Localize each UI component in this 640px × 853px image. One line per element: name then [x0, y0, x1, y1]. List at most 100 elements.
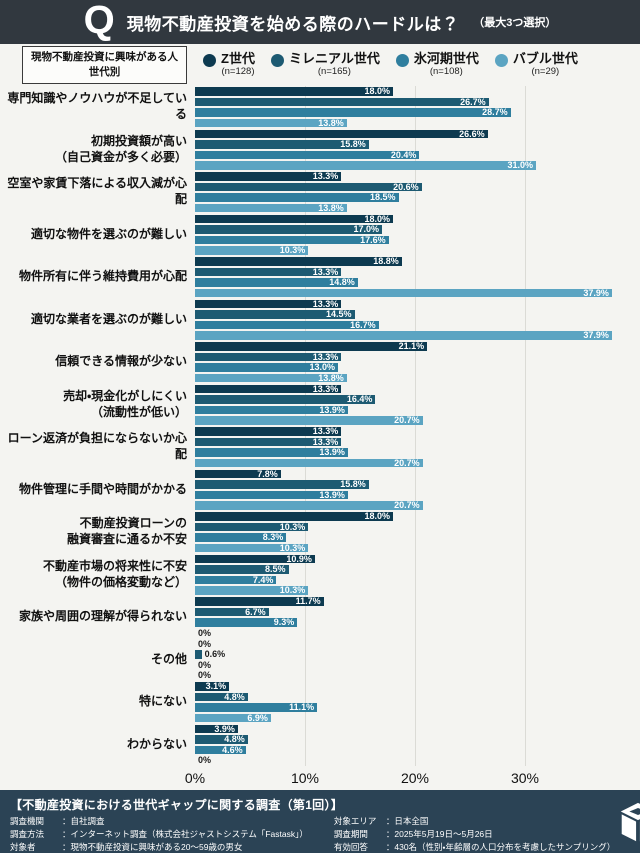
- bar-line: 13.0%: [195, 362, 640, 373]
- category-row: その他 0% 0.6% 0% 0%: [0, 639, 640, 681]
- bar-value-label: 13.3%: [312, 351, 339, 362]
- legend-texts: バブル世代 (n=29): [513, 51, 578, 78]
- bar-バブル世代: [195, 288, 612, 297]
- bar-line: 11.7%: [195, 596, 640, 607]
- page-subtitle: （最大3つ選択）: [473, 17, 557, 29]
- category-label: 信頼できる情報が少ない: [55, 354, 187, 369]
- bar-氷河期世代: [195, 405, 348, 414]
- bar-value-label: 3.9%: [214, 723, 235, 734]
- chart-rows: 専門知識やノウハウが不足している 18.0% 26.7% 28.7% 13.8% 初期投資…: [0, 86, 640, 766]
- footer-meta-item: 調査期間 ： 2025年5月19日～5月26日: [334, 829, 615, 840]
- bar-氷河期世代: [195, 363, 338, 372]
- bar-ミレニアル世代: [195, 352, 342, 361]
- bar-value-label: 10.3%: [279, 521, 306, 532]
- bar-line: 14.5%: [195, 309, 640, 320]
- category-bars: 7.8% 15.8% 13.9% 20.7%: [195, 469, 640, 511]
- bar-line: 6.9%: [195, 713, 640, 724]
- footer-meta-item: 有効回答 ： 430名（性別・年齢層の人口分布を考慮したサンプリング）: [334, 842, 615, 853]
- category-bars: 10.9% 8.5% 7.4% 10.3%: [195, 554, 640, 596]
- category-label: 不動産市場の将来性に不安 （物件の価格変動など）: [42, 558, 187, 589]
- bar-氷河期世代: [195, 278, 358, 287]
- bar-value-label: 11.7%: [295, 596, 321, 606]
- bar-line: 26.7%: [195, 97, 640, 108]
- bar-value-label: 4.8%: [224, 734, 245, 744]
- category-bars: 0% 0.6% 0% 0%: [195, 639, 640, 681]
- bar-line: 20.7%: [195, 415, 640, 426]
- bar-value-label: 13.9%: [319, 447, 345, 457]
- meta-label: 有効回答: [333, 841, 368, 852]
- gridline-30: [525, 86, 526, 766]
- bar-line: 10.3%: [195, 543, 640, 554]
- bar-value-label: 8.5%: [264, 564, 286, 574]
- meta-value: インターネット調査（株式会社ジャストシステム「Fastask」）: [70, 828, 308, 839]
- bar-ミレニアル世代: [195, 565, 289, 574]
- category-bars: 26.6% 15.8% 20.4% 31.0%: [195, 129, 640, 171]
- bar-line: 13.8%: [195, 203, 640, 214]
- bar-バブル世代: [195, 373, 347, 382]
- category-row: 適切な物件を選ぶのが難しい 18.0% 17.0% 17.6% 10.3%: [0, 214, 640, 256]
- bar-value-label: 26.6%: [459, 128, 485, 139]
- propally-logo: 不動産投資なら Propally: [615, 796, 640, 849]
- bar-line: 13.3%: [195, 426, 640, 437]
- survey-target-note: 現物不動産投資に興味がある人 世代別: [22, 46, 187, 84]
- bar-line: 3.9%: [195, 724, 640, 735]
- bar-line: 21.1%: [195, 341, 640, 352]
- bar-氷河期世代: [195, 448, 348, 457]
- bar-ミレニアル世代: [195, 310, 355, 319]
- legend-sample-size: (n=128): [221, 66, 255, 78]
- meta-label: 調査方法: [10, 828, 45, 839]
- bar-value-label: 13.3%: [312, 266, 339, 277]
- bar-line: 16.4%: [195, 394, 640, 405]
- bar-value-label: 0.6%: [204, 649, 226, 659]
- note-line-2: 世代別: [88, 66, 121, 78]
- bar-ミレニアル世代: [195, 437, 342, 446]
- bar-value-label: 18.0%: [364, 213, 390, 224]
- bar-ミレニアル世代: [195, 140, 369, 149]
- bar-line: 13.8%: [195, 118, 640, 129]
- bar-line: 9.3%: [195, 617, 640, 628]
- bar-氷河期世代: [195, 320, 379, 329]
- bar-value-label: 4.6%: [222, 744, 243, 755]
- bar-value-label: 18.8%: [373, 256, 399, 266]
- bar-line: 15.8%: [195, 139, 640, 150]
- bar-line: 13.3%: [195, 171, 640, 182]
- category-label: 適切な業者を選ぶのが難しい: [30, 311, 187, 326]
- bar-ミレニアル世代: [195, 692, 248, 701]
- bar-line: 0%: [195, 628, 640, 639]
- bar-line: 18.5%: [195, 192, 640, 203]
- bar-line: 4.8%: [195, 734, 640, 745]
- category-label: 空室や家賃下落による収入減が心配: [7, 176, 187, 206]
- bar-value-label: 15.8%: [340, 139, 366, 149]
- category-row: 空室や家賃下落による収入減が心配 13.3% 20.6% 18.5% 13.8%: [0, 171, 640, 213]
- x-tick-30%: 30%: [510, 770, 540, 786]
- chart-legend: Z世代 (n=128) ミレニアル世代 (n=165) 氷河期世代 (n=108) バブル世…: [203, 51, 578, 78]
- bar-chart: 専門知識やノウハウが不足している 18.0% 26.7% 28.7% 13.8% 初期投資…: [0, 86, 640, 790]
- bar-value-label: 6.9%: [247, 712, 268, 723]
- legend-sample-size: (n=29): [531, 66, 560, 78]
- bar-バブル世代: [195, 161, 536, 170]
- category-row: 物件所有に伴う維持費用が心配 18.8% 13.3% 14.8% 37.9%: [0, 256, 640, 298]
- bar-value-label: 0%: [198, 638, 212, 649]
- bar-Z世代: [195, 172, 342, 181]
- bar-ミレニアル世代: [195, 182, 422, 191]
- legend-series-name: 氷河期世代: [413, 51, 479, 67]
- bar-value-label: 3.1%: [205, 681, 227, 691]
- bar-value-label: 13.9%: [319, 489, 345, 500]
- bar-value-label: 37.9%: [583, 287, 609, 298]
- bar-value-label: 9.3%: [273, 617, 295, 627]
- bar-line: 18.8%: [195, 256, 640, 267]
- bar-value-label: 13.3%: [312, 171, 339, 181]
- category-bars: 3.1% 4.8% 11.1% 6.9%: [195, 681, 640, 723]
- category-label: ローン返済が負担にならないか心配: [7, 431, 187, 461]
- bar-バブル世代: [195, 203, 347, 212]
- bar-line: 10.3%: [195, 245, 640, 256]
- bar-氷河期世代: [195, 490, 348, 499]
- note-line-1: 現物不動産投資に興味がある人: [31, 51, 178, 64]
- bar-line: 4.6%: [195, 745, 640, 756]
- bar-line: 0.6%: [195, 649, 640, 660]
- bar-value-label: 13.3%: [312, 383, 339, 394]
- category-row: 不動産市場の将来性に不安 （物件の価格変動など） 10.9% 8.5% 7.4% 10.3…: [0, 554, 640, 596]
- bar-value-label: 20.4%: [390, 149, 417, 160]
- bar-ミレニアル世代: [195, 607, 269, 616]
- category-label: 家族や周囲の理解が得られない: [18, 609, 187, 624]
